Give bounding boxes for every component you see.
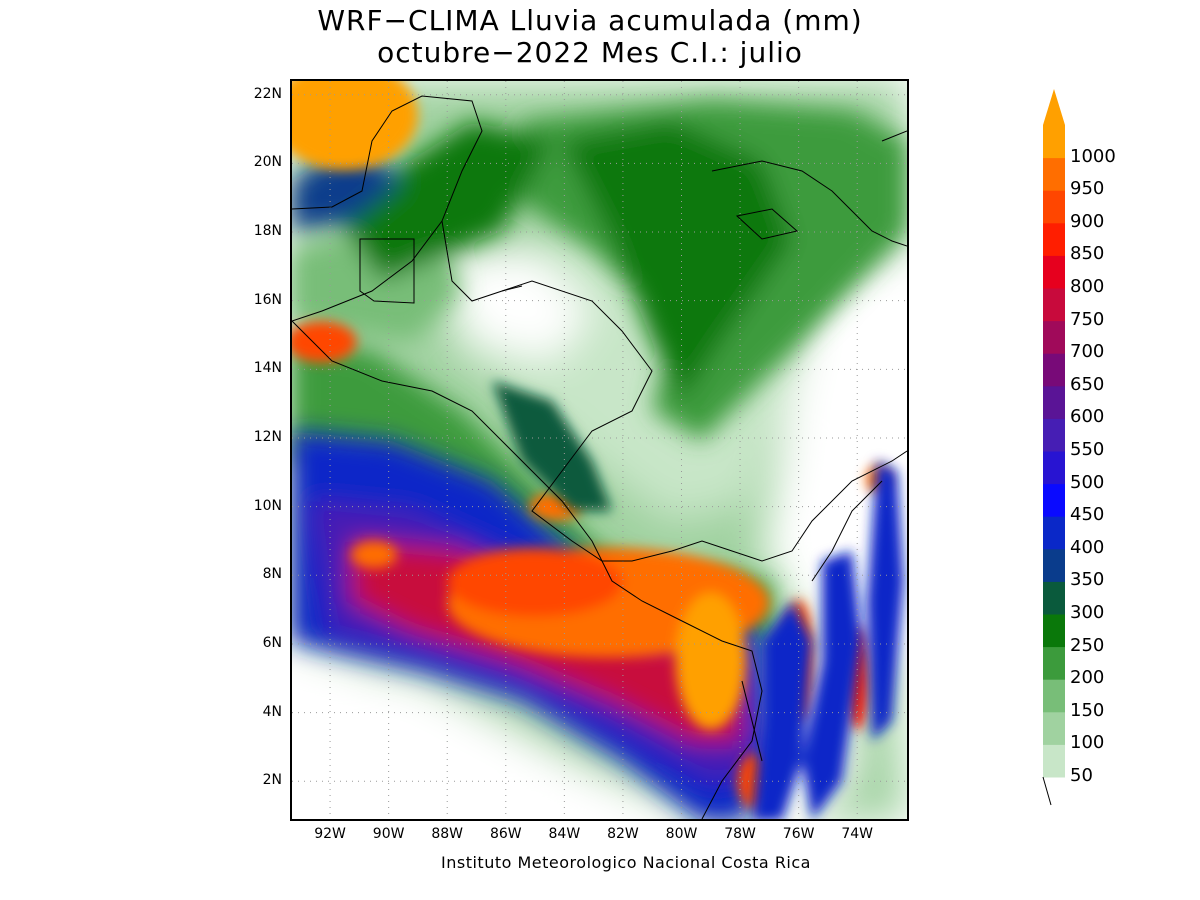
map-grid (292, 81, 907, 819)
colorbar-level-label: 100 (1070, 732, 1105, 754)
colorbar-level-label: 450 (1070, 504, 1105, 526)
longitude-tick-label: 90W (372, 826, 405, 842)
colorbar-swatch (1043, 646, 1065, 680)
rain-hotspot (447, 547, 623, 617)
colorbar-swatch (1043, 418, 1065, 452)
colorbar-lower-tick (1042, 776, 1052, 806)
rain-hotspot (292, 321, 357, 363)
colorbar (1042, 89, 1065, 806)
longitude-tick-label: 84W (548, 826, 581, 842)
latitude-tick-label: 16N (253, 291, 282, 308)
colorbar-swatch (1043, 451, 1065, 485)
rainfall-map-canvas (292, 81, 907, 819)
colorbar-level-label: 200 (1070, 667, 1105, 689)
colorbar-level-label: 950 (1070, 178, 1105, 200)
longitude-tick-label: 88W (431, 826, 464, 842)
map-subtitle: octubre−2022 Mes C.I.: julio (377, 36, 803, 69)
colorbar-swatch (1043, 222, 1065, 256)
colorbar-level-label: 50 (1070, 765, 1093, 786)
rain-hotspot (675, 592, 746, 730)
longitude-tick-label: 92W (314, 826, 346, 842)
colorbar-level-label: 300 (1070, 602, 1105, 623)
colorbar-extend-arrow (1043, 89, 1065, 125)
colorbar-level-label: 700 (1070, 341, 1105, 363)
colorbar-level-label: 900 (1070, 210, 1105, 232)
colorbar-level-label: 500 (1070, 471, 1105, 493)
latitude-tick-label: 14N (253, 360, 282, 377)
longitude-tick-label: 86W (489, 826, 522, 842)
longitude-tick-label: 78W (724, 826, 756, 842)
colorbar-level-label: 800 (1070, 276, 1105, 297)
colorbar-level-label: 250 (1070, 634, 1105, 656)
longitude-tick-label: 74W (841, 826, 874, 842)
colorbar-swatch (1043, 679, 1065, 713)
colorbar-level-label: 750 (1070, 308, 1105, 330)
colorbar-swatch (1043, 385, 1065, 419)
colorbar-swatch (1043, 614, 1065, 648)
colorbar-swatch (1043, 353, 1065, 387)
longitude-tick-label: 76W (782, 826, 815, 842)
colorbar-level-label: 850 (1070, 243, 1105, 265)
latitude-tick-label: 20N (253, 154, 282, 171)
colorbar-level-label: 150 (1070, 699, 1105, 721)
longitude-tick-label: 80W (665, 826, 698, 842)
latitude-tick-label: 18N (253, 223, 282, 240)
rain-field-coastal (492, 381, 904, 819)
latitude-tick-label: 4N (262, 703, 282, 720)
institution-credit: Instituto Meteorologico Nacional Costa R… (441, 853, 811, 872)
rain-hotspots (292, 81, 890, 809)
map-title: WRF−CLIMA Lluvia acumulada (mm) (317, 4, 863, 37)
latitude-tick-label: 6N (262, 634, 282, 651)
colorbar-level-label: 650 (1070, 373, 1105, 395)
colorbar-level-label: 350 (1070, 569, 1105, 591)
rain-hotspot (292, 81, 418, 171)
colorbar-level-label: 400 (1070, 536, 1105, 558)
colorbar-swatch (1043, 320, 1065, 354)
colorbar-swatch (1043, 548, 1065, 582)
colorbar-swatch (1043, 288, 1065, 322)
latitude-tick-label: 12N (253, 428, 282, 445)
colorbar-swatch (1043, 744, 1065, 778)
colorbar-level-label: 600 (1070, 406, 1105, 428)
colorbar-level-label: 1000 (1070, 145, 1116, 167)
colorbar-swatch (1043, 125, 1065, 159)
latitude-tick-label: 8N (262, 566, 282, 583)
longitude-tick-label: 82W (607, 826, 639, 842)
colorbar-swatch (1043, 255, 1065, 289)
latitude-tick-label: 2N (262, 772, 282, 789)
colorbar-swatch (1043, 483, 1065, 517)
colorbar-swatch (1043, 711, 1065, 745)
colorbar-swatch (1043, 516, 1065, 550)
latitude-tick-label: 10N (253, 497, 282, 514)
colorbar-level-label: 550 (1070, 439, 1105, 460)
rain-hotspot (350, 540, 398, 569)
colorbar-swatch (1043, 190, 1065, 224)
latitude-tick-label: 22N (253, 85, 282, 102)
coastlines (292, 95, 907, 819)
rainfall-map (290, 79, 909, 821)
colorbar-swatch (1043, 581, 1065, 615)
colorbar-swatch (1043, 157, 1065, 191)
